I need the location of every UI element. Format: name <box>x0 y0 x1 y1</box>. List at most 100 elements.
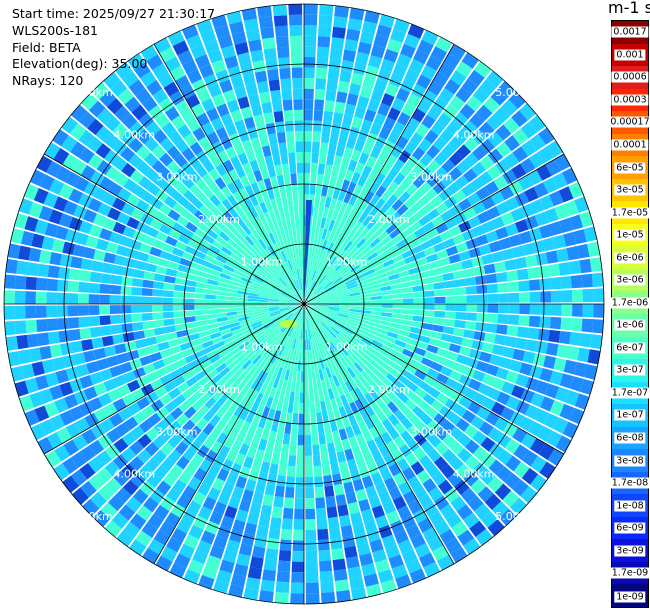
ray-bin <box>444 487 460 504</box>
ray-bin <box>318 25 332 38</box>
ray-bin <box>34 405 50 422</box>
ray-bin <box>408 58 425 74</box>
ray-bin <box>109 295 121 304</box>
ray-bin <box>423 374 436 386</box>
ray-bin <box>313 465 323 477</box>
ray-bin <box>383 453 396 468</box>
ray-bin <box>260 394 269 407</box>
ray-bin <box>423 290 435 297</box>
ray-bin <box>420 440 435 455</box>
ray-bin <box>392 308 404 314</box>
ray-bin <box>364 417 375 430</box>
ray-bin <box>263 47 277 60</box>
ray-bin <box>392 63 408 78</box>
ray-bin <box>240 106 253 120</box>
ray-bin <box>317 163 326 175</box>
ray-bin <box>564 200 579 217</box>
ray-bin <box>494 417 509 432</box>
field-name: Field: BETA <box>12 39 81 55</box>
ray-bin <box>329 176 338 188</box>
ray-bin <box>341 270 352 279</box>
ray-bin <box>305 289 309 301</box>
ray-bin <box>181 147 196 162</box>
ray-bin <box>103 72 121 89</box>
ray-bin <box>293 293 302 302</box>
ray-bin <box>280 152 289 165</box>
range-ring-label: 1.00km <box>241 256 283 269</box>
ray-bin <box>427 536 444 552</box>
ray-bin <box>226 472 239 486</box>
ray-bin <box>199 392 212 405</box>
ray-bin <box>354 327 366 335</box>
ray-bin <box>360 369 371 381</box>
ray-bin <box>196 88 211 103</box>
ray-bin <box>324 196 332 209</box>
ray-bin <box>228 207 239 219</box>
ray-bin <box>143 497 159 513</box>
ray-bin <box>512 245 525 258</box>
ray-bin <box>354 273 366 281</box>
ray-bin <box>155 231 169 243</box>
ray-bin <box>442 434 457 448</box>
ray-bin <box>230 346 241 357</box>
ray-bin <box>221 332 233 341</box>
ray-bin <box>29 169 46 187</box>
ray-bin <box>558 186 574 203</box>
ray-bin <box>263 279 274 287</box>
ray-bin <box>333 568 348 582</box>
ray-bin <box>313 284 321 294</box>
ray-bin <box>357 174 368 188</box>
ray-bin <box>129 456 145 472</box>
ray-bin <box>326 208 335 220</box>
ray-bin <box>318 433 327 445</box>
ray-bin <box>388 273 400 281</box>
ray-bin <box>207 83 222 98</box>
ray-bin <box>173 317 186 325</box>
ray-bin <box>466 304 478 312</box>
ray-bin <box>210 224 223 235</box>
ray-bin <box>561 304 573 317</box>
ray-bin <box>137 449 152 464</box>
ray-bin <box>333 155 343 168</box>
ray-bin <box>421 29 439 46</box>
ray-bin <box>452 270 465 280</box>
ray-bin <box>320 581 335 593</box>
ray-bin <box>180 84 196 100</box>
ray-bin <box>239 280 251 287</box>
ray-bin <box>305 290 310 301</box>
ray-bin <box>268 133 278 145</box>
ray-bin <box>327 292 339 298</box>
ray-bin <box>476 284 488 294</box>
ray-bin <box>397 374 410 386</box>
ray-bin <box>176 455 190 470</box>
ray-bin <box>344 380 354 393</box>
ray-bin <box>258 238 267 250</box>
ray-bin <box>529 291 541 303</box>
ray-bin <box>418 138 432 153</box>
ray-bin <box>232 519 246 533</box>
ray-bin <box>313 314 321 324</box>
ray-bin <box>199 335 212 344</box>
ray-bin <box>188 524 204 540</box>
ray-bin <box>279 298 290 302</box>
ray-bin <box>579 378 594 395</box>
ray-bin <box>295 381 300 393</box>
ray-bin <box>134 338 147 349</box>
ray-bin <box>312 283 320 293</box>
ray-bin <box>307 306 316 314</box>
ray-bin <box>304 289 308 301</box>
ray-bin <box>504 336 517 348</box>
ray-bin <box>179 341 192 351</box>
ray-bin <box>440 385 454 398</box>
ray-bin <box>445 512 462 529</box>
colorbar-label: 1.7e-09 <box>609 567 650 579</box>
ray-bin <box>58 330 71 343</box>
ray-bin <box>437 554 454 571</box>
ray-bin <box>401 286 414 294</box>
ray-bin <box>432 545 449 562</box>
ray-bin <box>275 344 283 355</box>
ray-bin <box>119 235 133 248</box>
ray-bin <box>318 301 330 304</box>
ray-bin <box>206 249 218 259</box>
ray-bin <box>26 262 39 276</box>
